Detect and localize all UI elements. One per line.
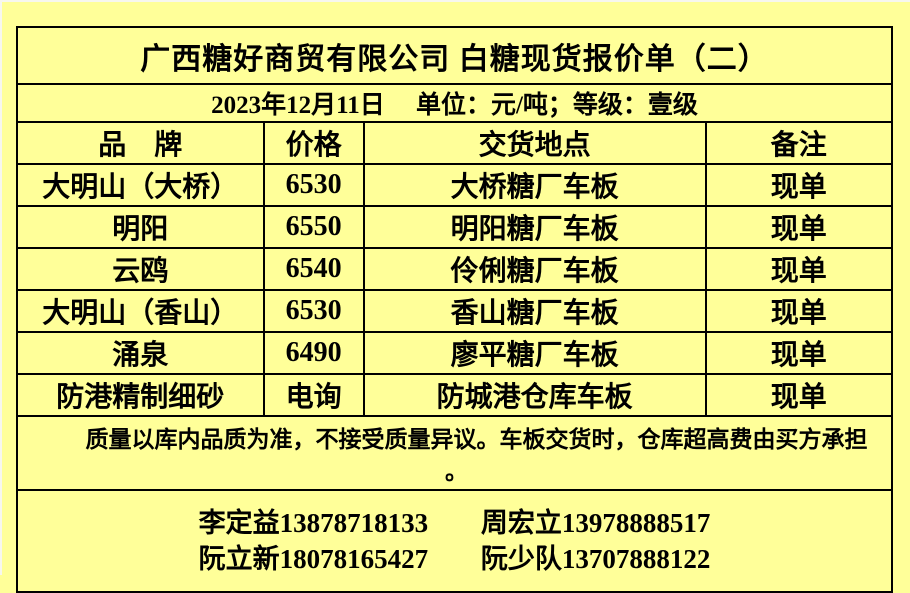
location-cell: 伶俐糖厂车板 [362, 247, 707, 291]
note-cell: 现单 [704, 289, 894, 333]
contacts-row: 李定益13878718133 周宏立13978888517 阮立新1807816… [16, 489, 893, 593]
contact-entry: 阮少队13707888122 [481, 544, 711, 574]
column-header-brand: 品 牌 [16, 121, 265, 165]
table-row: 云鸥 6540 伶俐糖厂车板 现单 [16, 247, 894, 291]
price-cell: 6530 [262, 289, 365, 333]
brand-cell: 云鸥 [16, 247, 265, 291]
location-cell: 香山糖厂车板 [362, 289, 707, 333]
table-row: 涌泉 6490 廖平糖厂车板 现单 [16, 331, 894, 375]
column-header-location: 交货地点 [362, 121, 707, 165]
table-row: 明阳 6550 明阳糖厂车板 现单 [16, 205, 894, 249]
note-cell: 现单 [704, 163, 894, 207]
note-cell: 现单 [704, 247, 894, 291]
contact-entry: 周宏立13978888517 [481, 508, 711, 538]
column-header-row: 品 牌 价格 交货地点 备注 [16, 121, 894, 165]
price-cell: 6540 [262, 247, 365, 291]
title-row: 广西糖好商贸有限公司 白糖现货报价单（二） [16, 26, 893, 85]
contacts-cell: 李定益13878718133 周宏立13978888517 阮立新1807816… [16, 489, 893, 593]
contact-entry: 李定益13878718133 [199, 508, 429, 538]
date-row: 2023年12月11日 单位：元/吨；等级：壹级 [16, 83, 893, 123]
location-cell: 大桥糖厂车板 [362, 163, 707, 207]
contact-line: 阮立新18078165427 阮少队13707888122 [19, 541, 890, 577]
location-cell: 明阳糖厂车板 [362, 205, 707, 249]
location-cell: 廖平糖厂车板 [362, 331, 707, 375]
disclaimer-text: 质量以库内品质为准，不接受质量异议。车板交货时，仓库超高费由买方承担 [85, 427, 868, 452]
date-unit-grade-line: 2023年12月11日 单位：元/吨；等级：壹级 [16, 83, 893, 123]
note-cell: 现单 [704, 205, 894, 249]
note-cell: 现单 [704, 331, 894, 375]
column-header-note: 备注 [704, 121, 894, 165]
price-sheet-page: { "page": { "background": "#FFFF99", "bo… [16, 26, 894, 593]
brand-cell: 大明山（香山） [16, 289, 265, 333]
disclaimer-row: 质量以库内品质为准，不接受质量异议。车板交货时，仓库超高费由买方承担 。 [16, 415, 893, 491]
contact-phone: 13707888122 [561, 544, 711, 574]
page-title: 广西糖好商贸有限公司 白糖现货报价单（二） [16, 26, 893, 85]
contact-phone: 13978888517 [561, 508, 711, 538]
price-cell: 6530 [262, 163, 365, 207]
table-row: 大明山（大桥） 6530 大桥糖厂车板 现单 [16, 163, 894, 207]
table-row: 大明山（香山） 6530 香山糖厂车板 现单 [16, 289, 894, 333]
price-cell: 电询 [262, 373, 365, 417]
page-background: 广西糖好商贸有限公司 白糖现货报价单（二） 2023年12月11日 单位：元/吨… [16, 26, 894, 593]
disclaimer-text-wrap: 。 [445, 459, 468, 484]
column-header-price: 价格 [262, 121, 365, 165]
contact-name: 阮立新 [198, 544, 280, 574]
disclaimer-cell: 质量以库内品质为准，不接受质量异议。车板交货时，仓库超高费由买方承担 。 [16, 415, 893, 491]
contact-entry: 阮立新18078165427 [199, 544, 429, 574]
price-cell: 6550 [262, 205, 365, 249]
brand-cell: 防港精制细砂 [16, 373, 265, 417]
brand-cell: 大明山（大桥） [16, 163, 265, 207]
contact-phone: 18078165427 [279, 544, 429, 574]
contact-name: 李定益 [198, 508, 280, 538]
contact-phone: 13878718133 [279, 508, 429, 538]
price-table: 广西糖好商贸有限公司 白糖现货报价单（二） 2023年12月11日 单位：元/吨… [16, 26, 894, 593]
table-row: 防港精制细砂 电询 防城港仓库车板 现单 [16, 373, 894, 417]
note-cell: 现单 [704, 373, 894, 417]
brand-cell: 明阳 [16, 205, 265, 249]
brand-cell: 涌泉 [16, 331, 265, 375]
contact-name: 阮少队 [480, 544, 562, 574]
contact-name: 周宏立 [480, 508, 562, 538]
contact-line: 李定益13878718133 周宏立13978888517 [19, 505, 890, 541]
location-cell: 防城港仓库车板 [362, 373, 707, 417]
price-cell: 6490 [262, 331, 365, 375]
